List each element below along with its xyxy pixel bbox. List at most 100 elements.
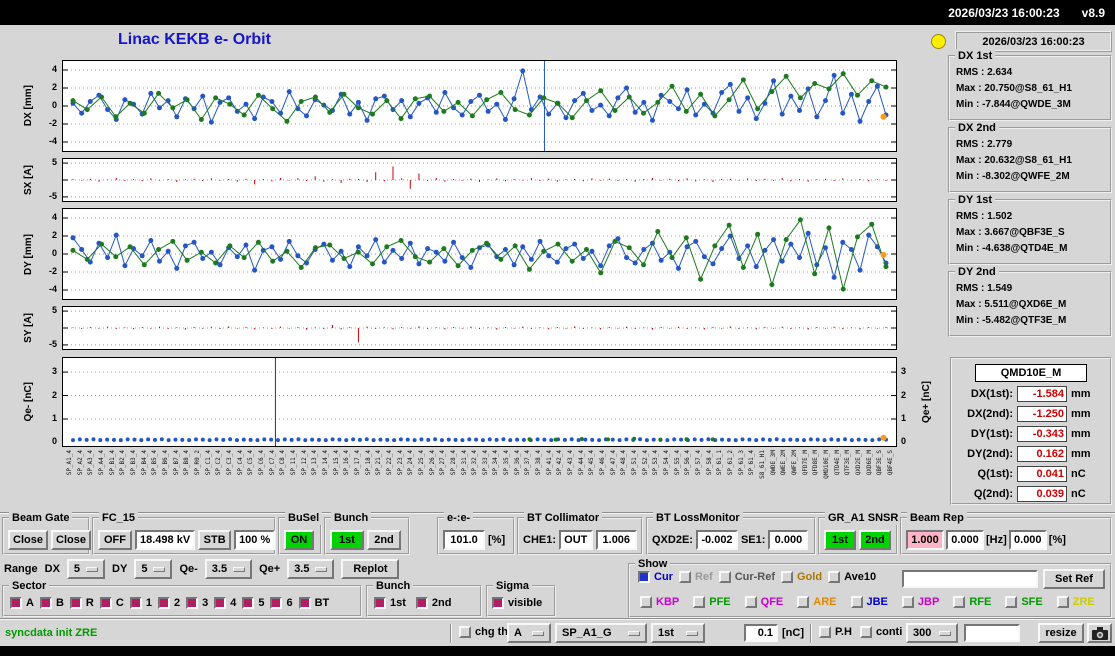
checkbox-box[interactable] (860, 626, 872, 638)
checkbox-2[interactable]: 2 (157, 597, 180, 609)
y-tick-label: 2 (51, 230, 57, 240)
set-ref-input[interactable] (902, 570, 1038, 588)
x-axis-label: SP_61_2 (727, 450, 735, 476)
checkbox-box[interactable] (828, 571, 841, 583)
gr-a1-snsr-group: GR_A1 SNSR 1st 2nd (818, 511, 902, 555)
checkbox-box[interactable] (718, 571, 731, 583)
set-ref-button[interactable]: Set Ref (1043, 569, 1105, 589)
checkbox-box[interactable] (781, 571, 794, 583)
checkbox-box[interactable] (1005, 596, 1018, 608)
checkbox-bt[interactable]: BT (298, 597, 329, 609)
checkbox-chg-th[interactable]: chg th (459, 626, 508, 638)
checkbox-pfe[interactable]: PFE (693, 596, 731, 608)
readout-unit: nC (1071, 488, 1086, 500)
busel-on-button[interactable]: ON (284, 530, 314, 550)
checkbox-box[interactable] (415, 597, 428, 609)
checkbox-4[interactable]: 4 (214, 597, 236, 609)
checkbox-box[interactable] (10, 597, 22, 609)
checkbox-r[interactable]: R (69, 597, 94, 609)
checkbox-zre[interactable]: ZRE (1056, 596, 1095, 608)
checkbox-box[interactable] (819, 626, 831, 638)
device-select[interactable]: SP_A1_G (555, 623, 647, 643)
checkbox-box[interactable] (374, 597, 386, 609)
checkbox-box[interactable] (214, 597, 227, 609)
checkbox-box[interactable] (186, 597, 199, 609)
checkbox-box[interactable] (693, 596, 706, 608)
checkbox-cur[interactable]: Cur (638, 571, 673, 583)
readout-label: DX(2nd): (967, 408, 1013, 420)
checkbox-box[interactable] (492, 597, 504, 609)
fc15-off-button[interactable]: OFF (98, 530, 132, 550)
repetition-select[interactable]: 300 (906, 623, 958, 643)
checkbox-2nd[interactable]: 2nd (415, 597, 451, 609)
x-axis-label: QFD7E_M (801, 450, 809, 476)
checkbox-b[interactable]: B (39, 597, 64, 609)
range-qe-minus-select[interactable]: 3.5 (204, 559, 253, 579)
snsr-2nd-button[interactable]: 2nd (859, 530, 891, 550)
header-version: v8.9 (1081, 5, 1105, 20)
checkbox-ave10[interactable]: Ave10 (828, 571, 876, 583)
checkbox-box[interactable] (39, 597, 52, 609)
checkbox-box[interactable] (901, 596, 914, 608)
checkbox-qfe[interactable]: QFE (744, 596, 783, 608)
checkbox-gold[interactable]: Gold (781, 571, 822, 583)
checkbox-box[interactable] (157, 597, 170, 609)
y-tick-label: 0 (901, 436, 907, 447)
checkbox-kbp[interactable]: KBP (640, 596, 679, 608)
checkbox-box[interactable] (129, 597, 142, 609)
checkbox-box[interactable] (744, 596, 757, 608)
x-axis-label: SP_C4_4 (236, 450, 244, 476)
checkbox-box[interactable] (953, 596, 966, 608)
checkbox-box[interactable] (459, 626, 471, 638)
checkbox-box[interactable] (298, 597, 311, 609)
checkbox-rfe[interactable]: RFE (953, 596, 991, 608)
beam-gate-close-1-button[interactable]: Close (8, 530, 48, 550)
x-axis-label: SP_B1_4 (108, 450, 116, 476)
checkbox-cur-ref[interactable]: Cur-Ref (718, 571, 775, 583)
beam-gate-close-2-button[interactable]: Close (51, 530, 91, 550)
checkbox-box[interactable] (69, 597, 82, 609)
x-axis-label: SP_23_4 (396, 450, 404, 476)
checkbox-visible[interactable]: visible (492, 597, 542, 609)
range-dx-select[interactable]: 5 (66, 559, 106, 579)
checkbox-p-h[interactable]: P.H (819, 626, 852, 638)
range-qe-plus-select[interactable]: 3.5 (287, 559, 335, 579)
bunch-1st-button[interactable]: 1st (330, 530, 364, 550)
checkbox-a[interactable]: A (10, 597, 34, 609)
checkbox-jbp[interactable]: JBP (901, 596, 939, 608)
y-tick-label: -4 (48, 136, 57, 146)
resize-button[interactable]: resize (1038, 623, 1084, 643)
checkbox-box[interactable] (640, 596, 652, 608)
checkbox-box[interactable] (678, 571, 691, 583)
checkbox-box[interactable] (270, 597, 283, 609)
checkbox-box[interactable] (242, 597, 255, 609)
x-axis-label: SP_33_4 (481, 450, 489, 476)
checkbox-1st[interactable]: 1st (374, 597, 406, 609)
fc15-stb-button[interactable]: STB (198, 530, 232, 550)
sector-select[interactable]: A (507, 623, 551, 643)
checkbox-box[interactable] (99, 597, 112, 609)
checkbox-sfe[interactable]: SFE (1005, 596, 1043, 608)
range-dy-select[interactable]: 5 (134, 559, 173, 579)
threshold-input[interactable] (744, 624, 778, 642)
checkbox-box[interactable] (1056, 596, 1069, 608)
replot-button[interactable]: Replot (341, 559, 400, 579)
checkbox-5[interactable]: 5 (242, 597, 264, 609)
checkbox-3[interactable]: 3 (186, 597, 208, 609)
checkbox-ref[interactable]: Ref (678, 571, 713, 583)
checkbox-box[interactable] (638, 571, 650, 583)
checkbox-6[interactable]: 6 (270, 597, 293, 609)
checkbox-box[interactable] (850, 596, 863, 608)
snapshot-button[interactable] (1087, 623, 1112, 643)
checkbox-c[interactable]: C (99, 597, 124, 609)
sigma-items: visible (488, 587, 554, 609)
checkbox-are[interactable]: ARE (797, 596, 837, 608)
bunch-select[interactable]: 1st (651, 623, 705, 643)
checkbox-conti[interactable]: conti (860, 626, 902, 638)
checkbox-jbe[interactable]: JBE (850, 596, 888, 608)
checkbox-box[interactable] (797, 596, 810, 608)
checkbox-1[interactable]: 1 (129, 597, 152, 609)
bunch-2nd-button[interactable]: 2nd (367, 530, 401, 550)
snsr-1st-button[interactable]: 1st (824, 530, 856, 550)
aux-input[interactable] (964, 624, 1020, 642)
